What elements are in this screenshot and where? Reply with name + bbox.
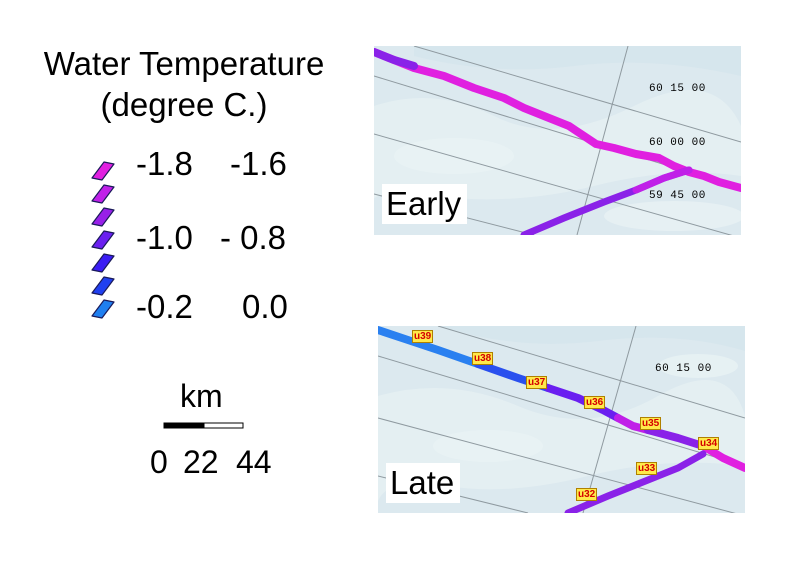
legend-value: 0.0 <box>242 288 288 325</box>
legend-swatch <box>91 253 115 273</box>
station-label: u38 <box>472 352 494 365</box>
legend-color-ramp <box>91 161 115 319</box>
legend-swatch <box>91 230 115 250</box>
legend-value: - 0.8 <box>220 219 287 256</box>
station-label: u33 <box>636 462 658 475</box>
scale-unit: km <box>180 378 223 414</box>
station-label: u36 <box>584 396 606 409</box>
map-panel-late: 60 15 00 u39 u38 u37 u36 u35 u34 u33 u32… <box>378 326 745 513</box>
legend-swatch <box>91 276 115 296</box>
legend-swatch <box>91 161 115 181</box>
station-label: u37 <box>526 376 548 389</box>
station-label: u34 <box>698 437 720 450</box>
legend-swatch <box>91 299 115 319</box>
map-late <box>378 326 745 513</box>
legend-value: -0.2 <box>136 288 193 325</box>
graticule-label: 60 15 00 <box>655 363 712 375</box>
legend-swatch <box>91 207 115 227</box>
track-late-secondary <box>564 450 707 513</box>
station-label: u35 <box>640 417 662 430</box>
legend-value: -1.0 <box>136 219 193 256</box>
graticule-label: 60 15 00 <box>649 83 706 95</box>
legend-subtitle: (degree C.) <box>100 86 268 123</box>
station-label: u39 <box>412 330 434 343</box>
legend-title: Water Temperature <box>43 45 325 82</box>
scale-tick-label: 44 <box>236 444 272 480</box>
legend-swatch <box>91 184 115 204</box>
graticule-label: 60 00 00 <box>649 137 706 149</box>
legend-value: -1.6 <box>230 145 287 182</box>
panel-label-late: Late <box>386 463 461 503</box>
graticule-label: 59 45 00 <box>649 190 706 202</box>
station-label: u32 <box>576 488 598 501</box>
legend-value: -1.8 <box>136 145 193 182</box>
map-panel-early: 60 15 00 60 00 00 59 45 00 Early <box>374 46 741 235</box>
scale-bar-graphic <box>163 422 244 429</box>
panel-label-early: Early <box>382 184 468 224</box>
scale-tick-label: 0 <box>150 444 168 480</box>
scale-tick-label: 22 <box>183 444 219 480</box>
